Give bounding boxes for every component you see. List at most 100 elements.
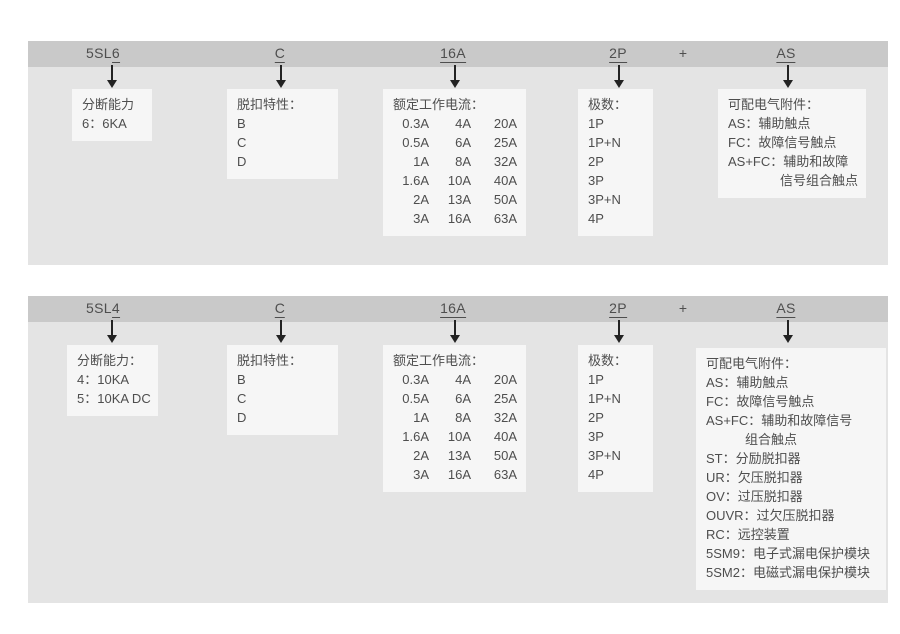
box-line: 5SM2：电磁式漏电保护模块	[706, 565, 870, 580]
arrow-head	[107, 80, 117, 88]
box-title: 极数：	[588, 353, 628, 368]
current-value: 0.5A	[402, 135, 429, 150]
arrow-shaft	[454, 65, 456, 80]
code-breaking-capacity: 5SL4	[86, 300, 120, 318]
box-line: 1P+N	[588, 135, 621, 150]
code-underlined: 16A	[440, 300, 466, 318]
box-line: 3P	[588, 429, 604, 444]
down-arrow	[107, 320, 117, 343]
plus-sign: +	[678, 45, 688, 61]
arrow-shaft	[454, 320, 456, 335]
current-value: 8A	[455, 410, 471, 425]
code-rated-current: 16A	[440, 45, 466, 63]
code-prefix: 5SL	[86, 300, 112, 316]
box-lines: 1P 1P+N 2P 3P 3P+N 4P	[588, 370, 643, 484]
current-table-row: 0.3A 4A 20A	[393, 370, 517, 389]
current-value: 4A	[455, 372, 471, 387]
code-poles: 2P	[609, 45, 627, 63]
current-table-row: 1.6A 10A 40A	[393, 171, 517, 190]
current-value: 1.6A	[402, 173, 429, 188]
current-table: 0.3A 4A 20A 0.5A 6A 25A 1A 8A 32A 1.6A 10A 40A 2A 13A…	[393, 370, 517, 484]
arrow-head	[276, 335, 286, 343]
arrow-head	[783, 335, 793, 343]
box-line: 信号组合触点	[728, 173, 859, 188]
current-table-row: 3A 16A 63A	[393, 209, 517, 228]
code-underlined: AS	[776, 300, 796, 318]
code-underlined: 16A	[440, 45, 466, 63]
arrow-head	[450, 335, 460, 343]
box-line: 1P	[588, 372, 604, 387]
code-poles: 2P	[609, 300, 627, 318]
current-table-row: 3A 16A 63A	[393, 465, 517, 484]
down-arrow	[450, 65, 460, 88]
code-underlined: 2P	[609, 45, 627, 63]
current-value: 16A	[447, 467, 471, 482]
order-code-bar: 5SL4 C 16A 2P + AS	[28, 296, 888, 322]
box-line: 2P	[588, 154, 604, 169]
box-line: OUVR：过欠压脱扣器	[706, 508, 835, 523]
current-value: 2A	[413, 192, 429, 207]
box-rated-current: 额定工作电流： 0.3A 4A 20A 0.5A 6A 25A 1A 8A 32A 1.6A 10A…	[383, 89, 526, 236]
box-line: FC：故障信号触点	[728, 135, 837, 150]
current-value: 50A	[493, 192, 517, 207]
box-line: 6：6KA	[82, 116, 127, 131]
order-code-bar: 5SL6 C 16A 2P + AS	[28, 41, 888, 67]
down-arrow	[276, 65, 286, 88]
arrow-shaft	[787, 320, 789, 335]
code-underlined: 2P	[609, 300, 627, 318]
current-value: 6A	[455, 391, 471, 406]
box-line: 组合触点	[706, 432, 798, 447]
plus-sign: +	[678, 300, 688, 316]
arrow-shaft	[280, 65, 282, 80]
box-line: AS+FC：辅助和故障信号	[706, 413, 853, 428]
box-line: C	[237, 135, 247, 150]
box-line: OV：过压脱扣器	[706, 489, 803, 504]
current-value: 32A	[493, 410, 517, 425]
section-5sl4: 5SL4 C 16A 2P + AS 分断能力： 4：10KA 5：10KA DC…	[28, 296, 888, 603]
box-line: D	[237, 154, 247, 169]
current-table-row: 2A 13A 50A	[393, 190, 517, 209]
current-table-row: 0.3A 4A 20A	[393, 114, 517, 133]
box-lines: AS：辅助触点 FC：故障信号触点 AS+FC：辅助和故障信号 组合触点 ST：分励脱…	[706, 373, 876, 582]
box-line: B	[237, 116, 246, 131]
arrow-shaft	[280, 320, 282, 335]
down-arrow	[276, 320, 286, 343]
box-accessories: 可配电气附件： AS：辅助触点 FC：故障信号触点 AS+FC：辅助和故障信号 组合…	[696, 348, 886, 590]
box-lines: 1P 1P+N 2P 3P 3P+N 4P	[588, 114, 643, 228]
arrow-shaft	[111, 320, 113, 335]
current-table-row: 0.5A 6A 25A	[393, 133, 517, 152]
current-table-row: 1A 8A 32A	[393, 408, 517, 427]
current-value: 4A	[455, 116, 471, 131]
box-line: 4P	[588, 211, 604, 226]
current-value: 3A	[413, 211, 429, 226]
box-line: AS+FC：辅助和故障	[728, 154, 849, 169]
current-value: 0.5A	[402, 391, 429, 406]
box-title: 额定工作电流：	[393, 353, 485, 368]
arrow-shaft	[618, 65, 620, 80]
code-rated-current: 16A	[440, 300, 466, 318]
current-value: 10A	[447, 429, 471, 444]
box-line: 5：10KA DC	[77, 391, 151, 406]
current-value: 16A	[447, 211, 471, 226]
code-underlined: C	[274, 45, 286, 63]
current-value: 6A	[455, 135, 471, 150]
box-line: 3P+N	[588, 192, 621, 207]
current-value: 13A	[447, 192, 471, 207]
current-value: 32A	[493, 154, 517, 169]
box-line: RC：远控装置	[706, 527, 790, 542]
box-line: C	[237, 391, 247, 406]
box-title: 分断能力：	[77, 353, 143, 368]
box-line: 3P	[588, 173, 604, 188]
box-rated-current: 额定工作电流： 0.3A 4A 20A 0.5A 6A 25A 1A 8A 32A 1.6A 10A…	[383, 345, 526, 492]
box-line: UR：欠压脱扣器	[706, 470, 803, 485]
box-line: 1P	[588, 116, 604, 131]
arrow-head	[107, 335, 117, 343]
current-value: 0.3A	[402, 372, 429, 387]
current-table: 0.3A 4A 20A 0.5A 6A 25A 1A 8A 32A 1.6A 10A 40A 2A 13A…	[393, 114, 517, 228]
down-arrow	[783, 65, 793, 88]
current-value: 10A	[447, 173, 471, 188]
down-arrow	[614, 65, 624, 88]
